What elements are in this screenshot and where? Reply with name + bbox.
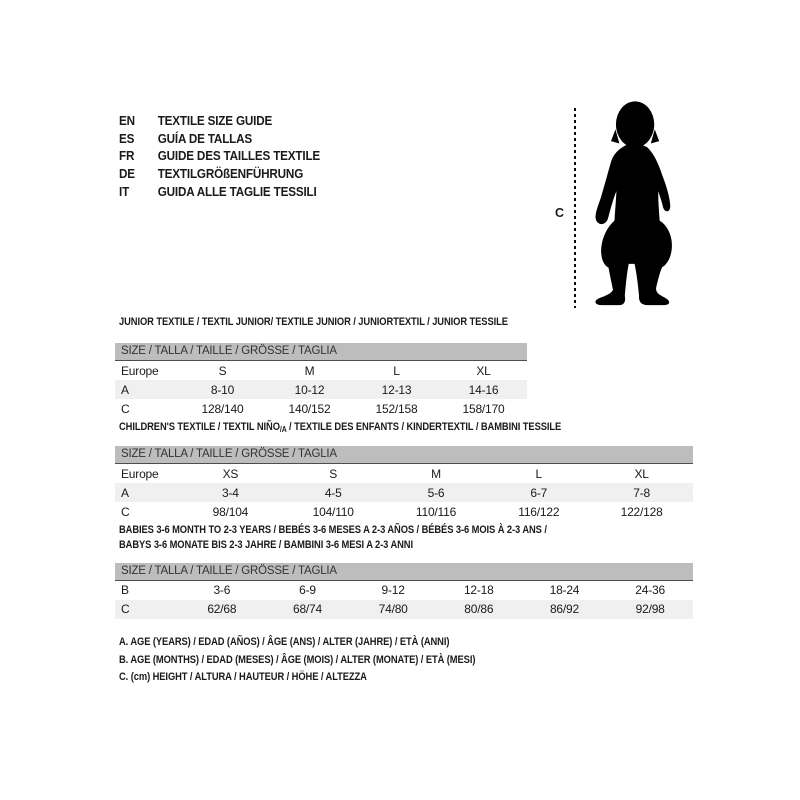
size-value-cell: 128/140 [201, 401, 244, 416]
babies-size-table: SIZE / TALLA / TAILLE / GRÖSSE / TAGLIA … [115, 562, 693, 619]
row-label-cell: C [121, 401, 130, 416]
row-label-cell: C [121, 504, 130, 519]
junior-textile-section: JUNIOR TEXTILE / TEXTIL JUNIOR/ TEXTILE … [115, 316, 527, 418]
size-value-cell: 86/92 [521, 599, 608, 619]
size-value-cell: 92/98 [607, 599, 693, 619]
size-value-cell: 9-12 [381, 583, 405, 597]
size-value-cell: 18-24 [549, 583, 580, 597]
footnotes: A. AGE (YEARS) / EDAD (AÑOS) / ÂGE (ANS)… [119, 636, 475, 689]
size-value-cell: M [304, 363, 315, 378]
language-row-it: IT GUIDA ALLE TAGLIE TESSILI [119, 182, 320, 200]
size-value-cell: 62/68 [179, 599, 265, 619]
children-size-table: SIZE / TALLA / TAILLE / GRÖSSE / TAGLIA … [115, 446, 693, 521]
size-value-cell: 4-5 [281, 483, 385, 502]
size-table-row: C 98/104 104/110 110/116 116/122 122/128 [115, 502, 693, 521]
size-table-row: A 8-10 10-12 12-13 14-16 [115, 380, 527, 399]
heading-text: / TEXTILE DES ENFANTS / KINDERTEXTIL / B… [286, 421, 562, 433]
size-table-row: A 3-4 4-5 5-6 6-7 7-8 [115, 483, 693, 502]
size-value-cell: 152/158 [375, 401, 418, 416]
height-measure-label: C [555, 206, 565, 220]
size-value-cell: 12-13 [353, 380, 440, 399]
size-value-cell: 8-10 [179, 380, 266, 399]
size-value-cell: 24-36 [635, 583, 665, 597]
footnote-a: A. AGE (YEARS) / EDAD (AÑOS) / ÂGE (ANS)… [119, 636, 450, 648]
height-measure-dashed-line [574, 108, 576, 308]
toddler-silhouette-icon [595, 101, 672, 306]
language-code: DE [119, 166, 135, 182]
size-value-cell: L [393, 363, 400, 378]
size-table-header-bar: SIZE / TALLA / TAILLE / GRÖSSE / TAGLIA [115, 343, 527, 361]
row-label-cell: C [115, 599, 179, 619]
size-value-cell: XL [634, 466, 649, 481]
size-value-cell: 110/116 [415, 504, 457, 519]
size-value-cell: 116/122 [518, 504, 560, 519]
size-value-cell: S [329, 466, 338, 481]
size-value-cell: 10-12 [266, 380, 353, 399]
junior-size-table: SIZE / TALLA / TAILLE / GRÖSSE / TAGLIA … [115, 343, 527, 418]
children-textile-section: CHILDREN'S TEXTILE / TEXTIL NIÑO/A / TEX… [115, 421, 693, 521]
size-value-cell: 3-4 [179, 483, 282, 502]
size-value-cell: L [535, 466, 543, 481]
language-row-en: EN TEXTILE SIZE GUIDE [119, 112, 320, 130]
size-value-cell: 6-7 [487, 483, 591, 502]
row-label-cell: B [121, 583, 129, 597]
language-code: IT [119, 183, 130, 199]
size-value-cell: 7-8 [590, 483, 693, 502]
heading-text: CHILDREN'S TEXTILE / TEXTIL NIÑO [119, 421, 280, 433]
language-title: TEXTILE SIZE GUIDE [157, 113, 273, 129]
language-title: TEXTILGRÖßENFÜHRUNG [157, 166, 304, 182]
language-code: ES [119, 130, 135, 146]
size-table-row: B 3-6 6-9 9-12 12-18 18-24 24-36 [115, 581, 693, 600]
babies-textile-section: BABIES 3-6 MONTH TO 2-3 YEARS / BEBÉS 3-… [115, 524, 693, 619]
size-value-cell: 104/110 [312, 504, 354, 519]
size-value-cell: 5-6 [384, 483, 488, 502]
size-value-cell: 98/104 [212, 504, 249, 519]
row-label-cell: A [115, 483, 179, 502]
size-value-cell: M [431, 466, 441, 481]
size-table-row: C 62/68 68/74 74/80 80/86 86/92 92/98 [115, 599, 693, 619]
row-label-cell: Europe [121, 363, 159, 378]
size-value-cell: 68/74 [264, 599, 351, 619]
language-code: FR [119, 148, 135, 164]
size-table-header-bar: SIZE / TALLA / TAILLE / GRÖSSE / TAGLIA [115, 446, 693, 464]
junior-section-heading: JUNIOR TEXTILE / TEXTIL JUNIOR/ TEXTILE … [119, 316, 508, 328]
language-list: EN TEXTILE SIZE GUIDE ES GUÍA DE TALLAS … [119, 112, 320, 200]
size-table-row: Europe XS S M L XL [115, 464, 693, 483]
babies-section-heading-line2: BABYS 3-6 MONATE BIS 2-3 JAHRE / BAMBINI… [119, 539, 413, 551]
size-table-row: Europe S M L XL [115, 361, 527, 380]
language-row-es: ES GUÍA DE TALLAS [119, 130, 320, 148]
size-value-cell: XL [476, 363, 491, 378]
heading-subscript: /A [279, 425, 287, 434]
language-title: GUIDE DES TAILLES TEXTILE [157, 148, 321, 164]
size-value-cell: S [218, 363, 227, 378]
size-value-cell: 74/80 [350, 599, 436, 619]
row-label-cell: A [115, 380, 179, 399]
size-value-cell: XS [222, 466, 239, 481]
size-value-cell: 158/170 [462, 401, 505, 416]
babies-section-heading-line1: BABIES 3-6 MONTH TO 2-3 YEARS / BEBÉS 3-… [119, 524, 547, 536]
language-code: EN [119, 113, 135, 129]
language-title: GUÍA DE TALLAS [157, 130, 253, 146]
footnote-c: C. (cm) HEIGHT / ALTURA / HAUTEUR / HÖHE… [119, 671, 367, 683]
row-label-cell: Europe [121, 466, 159, 481]
size-value-cell: 14-16 [440, 380, 527, 399]
language-row-de: DE TEXTILGRÖßENFÜHRUNG [119, 165, 320, 183]
size-value-cell: 12-18 [463, 583, 494, 597]
size-value-cell: 3-6 [213, 583, 231, 597]
language-row-fr: FR GUIDE DES TAILLES TEXTILE [119, 147, 320, 165]
children-section-heading: CHILDREN'S TEXTILE / TEXTIL NIÑO/A / TEX… [119, 421, 607, 435]
size-table-row: C 128/140 140/152 152/158 158/170 [115, 399, 527, 418]
size-table-header-bar: SIZE / TALLA / TAILLE / GRÖSSE / TAGLIA [115, 562, 693, 581]
size-value-cell: 122/128 [620, 504, 663, 519]
footnote-b: B. AGE (MONTHS) / EDAD (MESES) / ÂGE (MO… [119, 653, 476, 666]
size-value-cell: 80/86 [435, 599, 522, 619]
language-title: GUIDA ALLE TAGLIE TESSILI [157, 183, 317, 199]
size-value-cell: 6-9 [299, 583, 316, 597]
size-value-cell: 140/152 [288, 401, 331, 416]
